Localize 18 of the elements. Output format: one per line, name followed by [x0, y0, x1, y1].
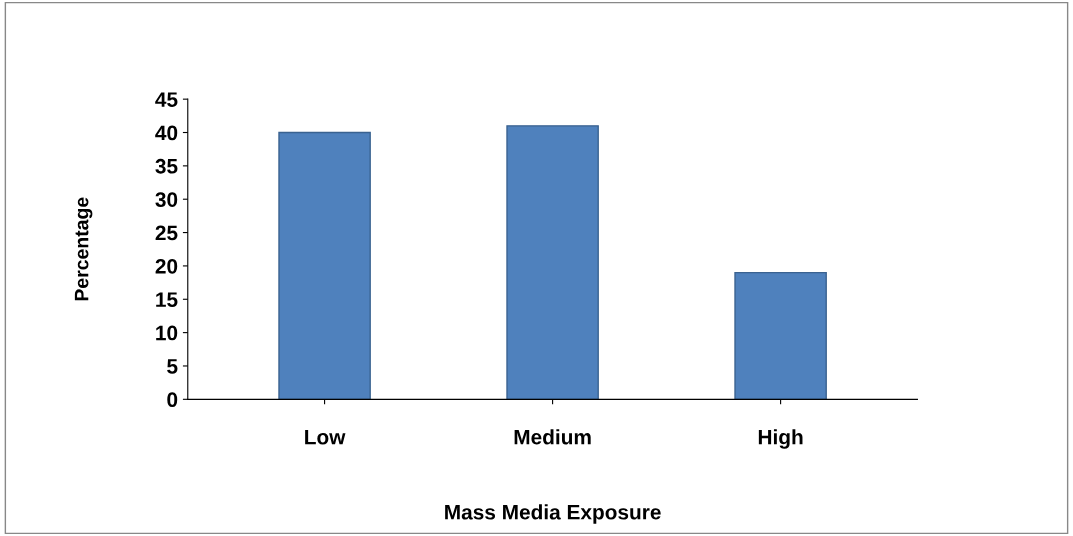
y-tick-label: 20 [155, 258, 178, 274]
x-tick-label: High [758, 429, 803, 449]
y-tick-label: 10 [156, 325, 178, 341]
y-tick-label: 15 [156, 292, 178, 308]
y-tick-label: 45 [155, 92, 178, 107]
y-tick-label: 0 [167, 392, 178, 408]
y-tick-label: 35 [155, 158, 178, 174]
x-axis-title: Mass Media Exposure [445, 504, 661, 524]
x-tick-label: Low [305, 429, 346, 445]
bar [734, 271, 827, 400]
x-tick-label: Medium [514, 429, 591, 445]
y-axis-title: Percentage [74, 197, 93, 301]
y-tick-label: 30 [155, 192, 178, 207]
y-tick-label: 5 [167, 359, 178, 374]
bar [278, 131, 371, 400]
bar [506, 125, 599, 400]
y-tick-label: 25 [155, 225, 178, 241]
y-tick-label: 40 [155, 125, 178, 141]
